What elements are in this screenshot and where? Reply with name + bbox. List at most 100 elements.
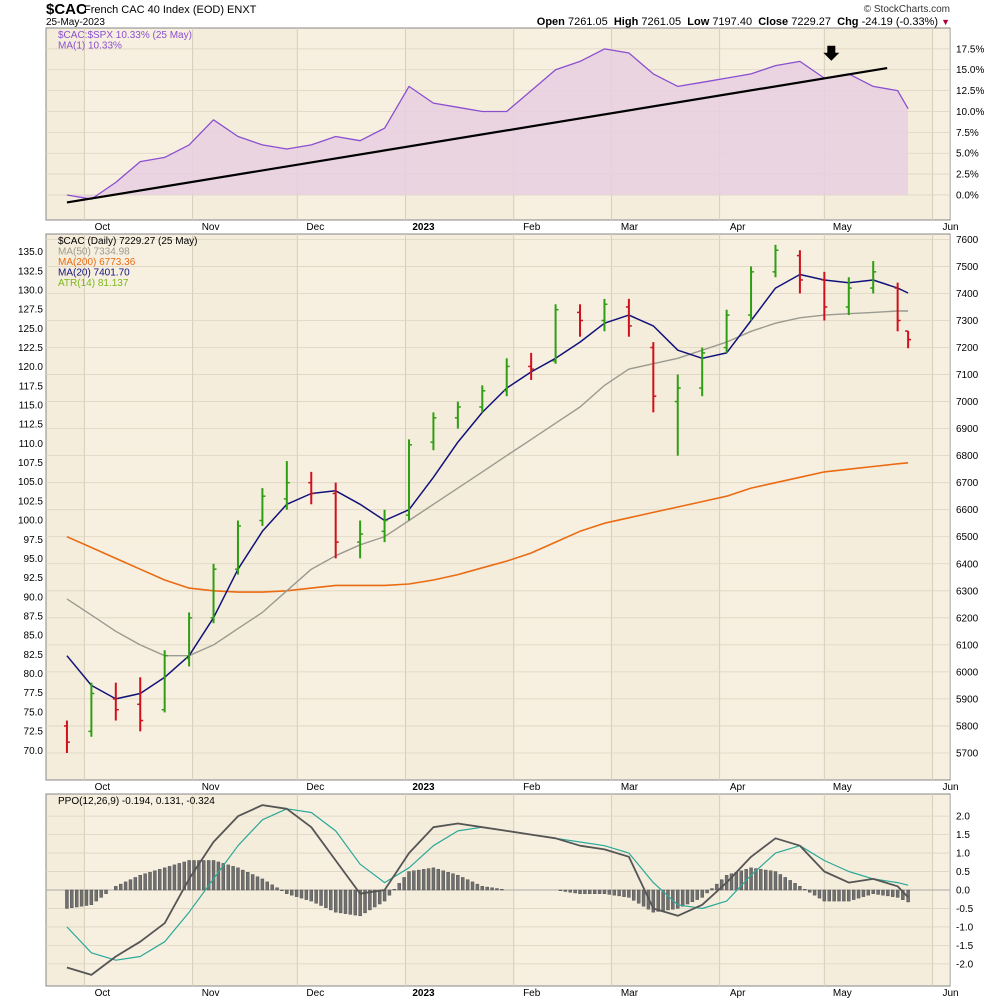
ohlc-bar [905, 330, 912, 349]
price-left-tick-label: 97.5 [24, 535, 44, 546]
ppo-histogram-bar [842, 889, 846, 902]
ohlc-bar [454, 401, 461, 429]
price-month-label: Feb [523, 782, 541, 793]
ppo-histogram-bar [871, 889, 875, 894]
ppo-tick-label: 0.0 [956, 886, 970, 897]
price-tick-label: 6400 [956, 559, 979, 570]
chg-value: -24.19 (-0.33%) [861, 16, 939, 28]
ppo-histogram-bar [104, 889, 108, 894]
ppo-tick-label: 2.0 [956, 812, 970, 823]
ppo-histogram-bar [891, 889, 895, 897]
ppo-histogram-bar [847, 889, 851, 902]
ppo-histogram-bar [382, 889, 387, 902]
ppo-histogram-bar [65, 889, 69, 909]
ppo-histogram-bar [299, 889, 304, 899]
ppo-histogram-bar [734, 872, 739, 891]
price-left-tick-label: 122.5 [18, 343, 43, 354]
ppo-tick-label: 1.0 [956, 849, 970, 860]
ohlc-bar [430, 412, 437, 451]
price-left-tick-label: 95.0 [24, 554, 44, 565]
ppo-histogram-bar [75, 889, 79, 908]
ppo-histogram-bar [465, 879, 470, 891]
ppo-histogram-bar [695, 889, 699, 900]
price-tick-label: 6300 [956, 586, 979, 597]
price-tick-label: 7100 [956, 370, 979, 381]
ohlc-bar [821, 271, 828, 321]
ohlc-bar [625, 298, 632, 337]
ratio-month-label: 2023 [412, 222, 435, 233]
ppo-histogram-bar [612, 889, 616, 896]
ppo-histogram-bar [426, 868, 431, 891]
ohlc-bar [870, 261, 877, 294]
ppo-histogram-bar [70, 889, 74, 908]
price-left-tick-label: 127.5 [18, 305, 43, 316]
ratio-month-label: Oct [95, 222, 111, 233]
price-left-tick-label: 135.0 [18, 247, 43, 258]
ma20-line [66, 273, 909, 700]
ohlc-bar [186, 612, 193, 667]
ppo-histogram-bar [773, 871, 778, 891]
ohlc-bar [210, 563, 217, 624]
ppo-histogram-bar [99, 889, 103, 898]
price-left-tick-label: 110.0 [19, 439, 44, 450]
ticker-description: French CAC 40 Index (EOD) ENXT [84, 4, 257, 16]
ppo-histogram-bar [114, 886, 118, 891]
chart-header: $CAC French CAC 40 Index (EOD) ENXT 25-M… [0, 0, 1000, 30]
price-left-tick-label: 102.5 [18, 496, 43, 507]
price-tick-label: 5800 [956, 721, 979, 732]
ppo-histogram-bar [270, 884, 274, 891]
price-left-tick-label: 115.0 [19, 401, 44, 412]
ppo-histogram-bar [441, 870, 445, 891]
ppo-histogram-bar [275, 887, 279, 891]
ppo-histogram-bar [368, 889, 372, 911]
ratio-trendline [66, 66, 888, 204]
price-month-label: Mar [621, 782, 639, 793]
chg-label: Chg [837, 16, 859, 28]
ppo-histogram-bar [89, 889, 94, 905]
ppo-histogram-bar [79, 889, 84, 907]
ppo-histogram-bar [138, 875, 142, 891]
price-left-tick-label: 120.0 [18, 362, 43, 373]
ppo-histogram-bar [881, 889, 885, 896]
ppo-month-label: Apr [730, 988, 746, 999]
price-month-label: 2023 [412, 782, 435, 793]
ppo-histogram-bar [285, 889, 289, 894]
price-left-tick-label: 117.5 [19, 381, 44, 392]
price-legend-entry: $CAC (Daily) 7229.27 (25 May) [58, 236, 198, 247]
ratio-tick-label: 10.0% [956, 107, 984, 118]
ppo-month-label: 2023 [412, 988, 435, 999]
ppo-histogram-bar [851, 889, 856, 900]
ratio-legend-entry: MA(1) 10.33% [58, 41, 122, 52]
ppo-histogram-bar [861, 889, 866, 897]
ppo-histogram-bar [451, 873, 455, 891]
low-value: 7197.40 [712, 16, 753, 28]
ppo-histogram-bar [290, 889, 294, 896]
ppo-histogram-bar [617, 889, 621, 897]
ppo-month-label: Mar [621, 988, 639, 999]
price-month-label: Oct [95, 782, 111, 793]
close-value: 7229.27 [791, 16, 831, 28]
ppo-histogram-bar [676, 889, 680, 909]
ppo-histogram-bar [500, 889, 504, 891]
price-legend-entry: MA(50) 7334.98 [58, 247, 130, 258]
ppo-histogram-bar [294, 889, 299, 897]
ohlc-bar [234, 520, 241, 575]
ppo-histogram-bar [338, 889, 343, 914]
ppo-histogram-bar [221, 863, 226, 891]
ppo-histogram-bar [241, 869, 245, 891]
price-left-tick-label: 85.0 [24, 631, 44, 642]
ohlc-bar [137, 677, 144, 732]
price-legend-entry: MA(200) 6773.36 [58, 257, 136, 268]
ppo-histogram-bar [182, 861, 186, 891]
price-tick-label: 7400 [956, 289, 979, 300]
ppo-histogram-bar [768, 870, 773, 891]
ratio-tick-label: 7.5% [956, 128, 979, 139]
ppo-histogram-bar [490, 887, 494, 891]
ppo-month-label: Nov [202, 988, 220, 999]
ppo-tick-label: -0.5 [956, 904, 974, 915]
ppo-histogram-bar [265, 881, 269, 891]
price-tick-label: 5900 [956, 694, 979, 705]
ratio-tick-label: 17.5% [956, 44, 984, 55]
ohlc-bar [674, 374, 681, 456]
ppo-histogram-bar [246, 872, 250, 891]
